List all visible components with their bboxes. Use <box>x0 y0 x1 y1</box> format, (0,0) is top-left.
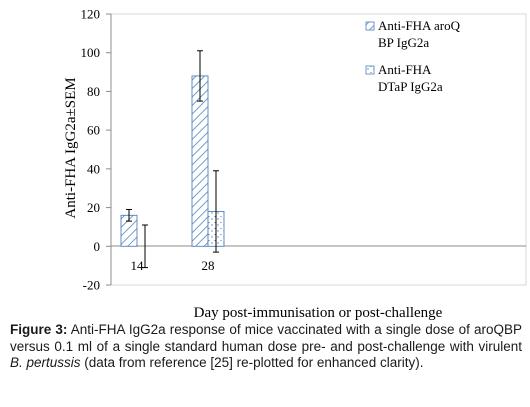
y-tick-label: 40 <box>87 161 100 176</box>
y-tick-label: 60 <box>87 123 100 138</box>
y-tick-label: 120 <box>81 7 101 22</box>
legend-label-dtap-line2: DTaP IgG2a <box>378 79 443 94</box>
y-tick-label: 20 <box>87 200 100 215</box>
legend-swatch-aroqbp <box>365 21 375 31</box>
x-tick-label: 14 <box>131 258 145 273</box>
x-axis-ticks: 14 28 <box>131 258 215 273</box>
caption-label: Figure 3: <box>10 322 68 337</box>
error-bar-dtap-day14 <box>142 224 148 269</box>
error-bar-aroqbp-day14 <box>126 209 132 222</box>
caption-text: Anti-FHA IgG2a response of mice vaccinat… <box>10 322 522 354</box>
legend-swatch-dtap <box>365 65 375 75</box>
plot-area <box>110 13 527 286</box>
error-bars <box>126 50 219 269</box>
bar-chart: 120 100 80 60 40 20 0 -20 14 28 Anti-FHA IgG2a±S… <box>63 7 527 320</box>
x-tick-label: 28 <box>202 258 215 273</box>
y-tick-label: 0 <box>94 239 101 254</box>
caption-text-end: (data from reference [25] re-plotted for… <box>80 355 424 370</box>
caption-species: B. pertussis <box>10 355 81 370</box>
y-axis-ticks: 120 100 80 60 40 20 0 -20 <box>81 7 111 293</box>
legend: Anti-FHA aroQ BP IgG2a Anti-FHA DTaP IgG… <box>365 18 461 94</box>
error-bar-aroqbp-day28 <box>197 50 203 102</box>
error-bar-dtap-day28 <box>213 170 219 253</box>
legend-label-dtap-line1: Anti-FHA <box>378 62 432 77</box>
y-axis-title: Anti-FHA IgG2a±SEM <box>63 77 79 218</box>
figure-caption: Figure 3: Anti-FHA IgG2a response of mic… <box>10 322 522 372</box>
y-tick-label: -20 <box>83 278 100 293</box>
bars <box>120 75 225 247</box>
y-tick-label: 100 <box>81 45 101 60</box>
legend-label-aroqbp-line2: BP IgG2a <box>378 35 429 50</box>
legend-label-aroqbp-line1: Anti-FHA aroQ <box>378 18 461 33</box>
y-tick-label: 80 <box>87 84 100 99</box>
x-axis-title: Day post-immunisation or post-challenge <box>194 305 443 320</box>
